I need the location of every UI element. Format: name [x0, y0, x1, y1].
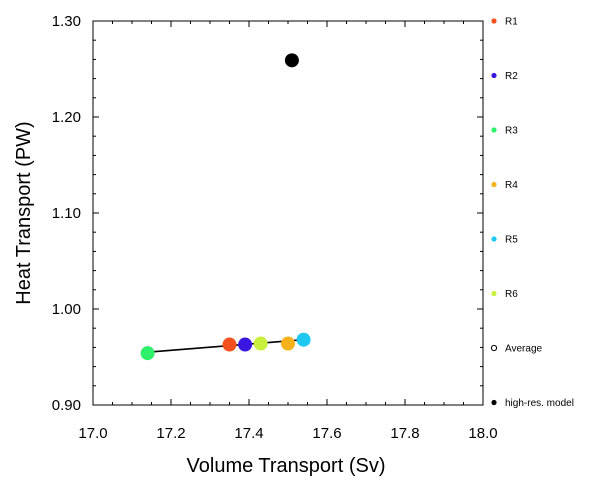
- legend-label-r3: R3: [505, 126, 518, 137]
- legend: R1 R2 R3 R4 R5 R6 Average high-res. model: [490, 17, 574, 409]
- y-tick-label: 1.30: [52, 13, 81, 30]
- x-tick-label: 17.2: [156, 425, 185, 442]
- legend-marker-r6: [491, 290, 497, 297]
- x-tick-label: 17.8: [390, 425, 419, 442]
- data-point-r4: [281, 336, 295, 351]
- y-tick-label: 0.90: [52, 397, 81, 414]
- data-point-r5: [296, 332, 311, 347]
- legend-label-r4: R4: [505, 180, 518, 191]
- legend-label-high-res-model: high-res. model: [505, 398, 574, 409]
- data-point-r6: [253, 336, 268, 351]
- legend-marker-high-res-model: [491, 399, 497, 406]
- x-tick-label: 17.6: [312, 425, 341, 442]
- legend-marker-r4: [491, 181, 497, 188]
- legend-marker-r5: [491, 236, 497, 242]
- data-point-high-res-model: [284, 53, 299, 68]
- x-tick-label: 17.4: [234, 425, 263, 442]
- legend-marker-average: [490, 344, 498, 352]
- x-tick-label: 17.0: [78, 425, 107, 442]
- data-point-r3: [140, 346, 155, 361]
- legend-marker-r1: [491, 18, 497, 24]
- y-tick-label: 1.00: [52, 301, 81, 318]
- y-tick-label: 1.10: [52, 205, 81, 222]
- x-tick-label: 18.0: [468, 425, 497, 442]
- legend-label-r5: R5: [505, 235, 518, 246]
- legend-label-r1: R1: [505, 17, 518, 28]
- legend-marker-r2: [491, 72, 497, 79]
- legend-label-average: Average: [505, 344, 543, 355]
- x-axis-title: Volume Transport (Sv): [187, 455, 386, 477]
- legend-label-r6: R6: [505, 289, 518, 300]
- data-point-r2: [238, 337, 253, 352]
- data-point-r1: [222, 337, 237, 352]
- legend-marker-r3: [491, 127, 497, 133]
- y-axis-title: Heat Transport (PW): [13, 121, 35, 304]
- legend-label-r2: R2: [505, 71, 518, 82]
- y-tick-label: 1.20: [52, 109, 81, 126]
